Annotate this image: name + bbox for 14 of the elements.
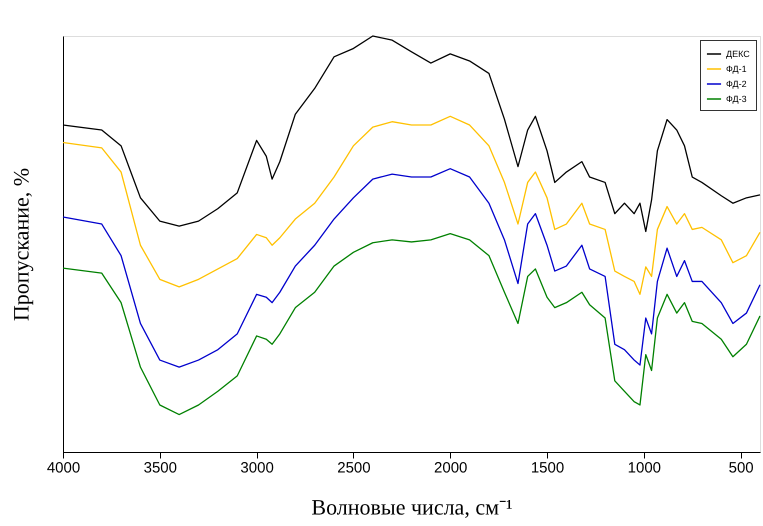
x-tick-label: 1500 xyxy=(530,460,564,476)
x-tick-label: 4000 xyxy=(46,460,80,476)
x-tick-label: 3500 xyxy=(144,460,177,476)
y-axis-title: Пропускание, % xyxy=(8,168,34,322)
x-tick-label: 2000 xyxy=(434,460,468,476)
legend-label: ФД-1 xyxy=(726,64,747,74)
x-tick-label: 2500 xyxy=(337,460,371,476)
x-tick-label: 3000 xyxy=(240,460,274,476)
legend-label: ДЕКС xyxy=(726,49,750,59)
x-tick-label: 500 xyxy=(728,460,754,476)
legend-label: ФД-3 xyxy=(726,94,747,104)
legend-label: ФД-2 xyxy=(726,79,747,89)
x-axis-title: Волновые числа, см⁻¹ xyxy=(311,494,513,520)
x-tick-label: 1000 xyxy=(628,460,662,476)
